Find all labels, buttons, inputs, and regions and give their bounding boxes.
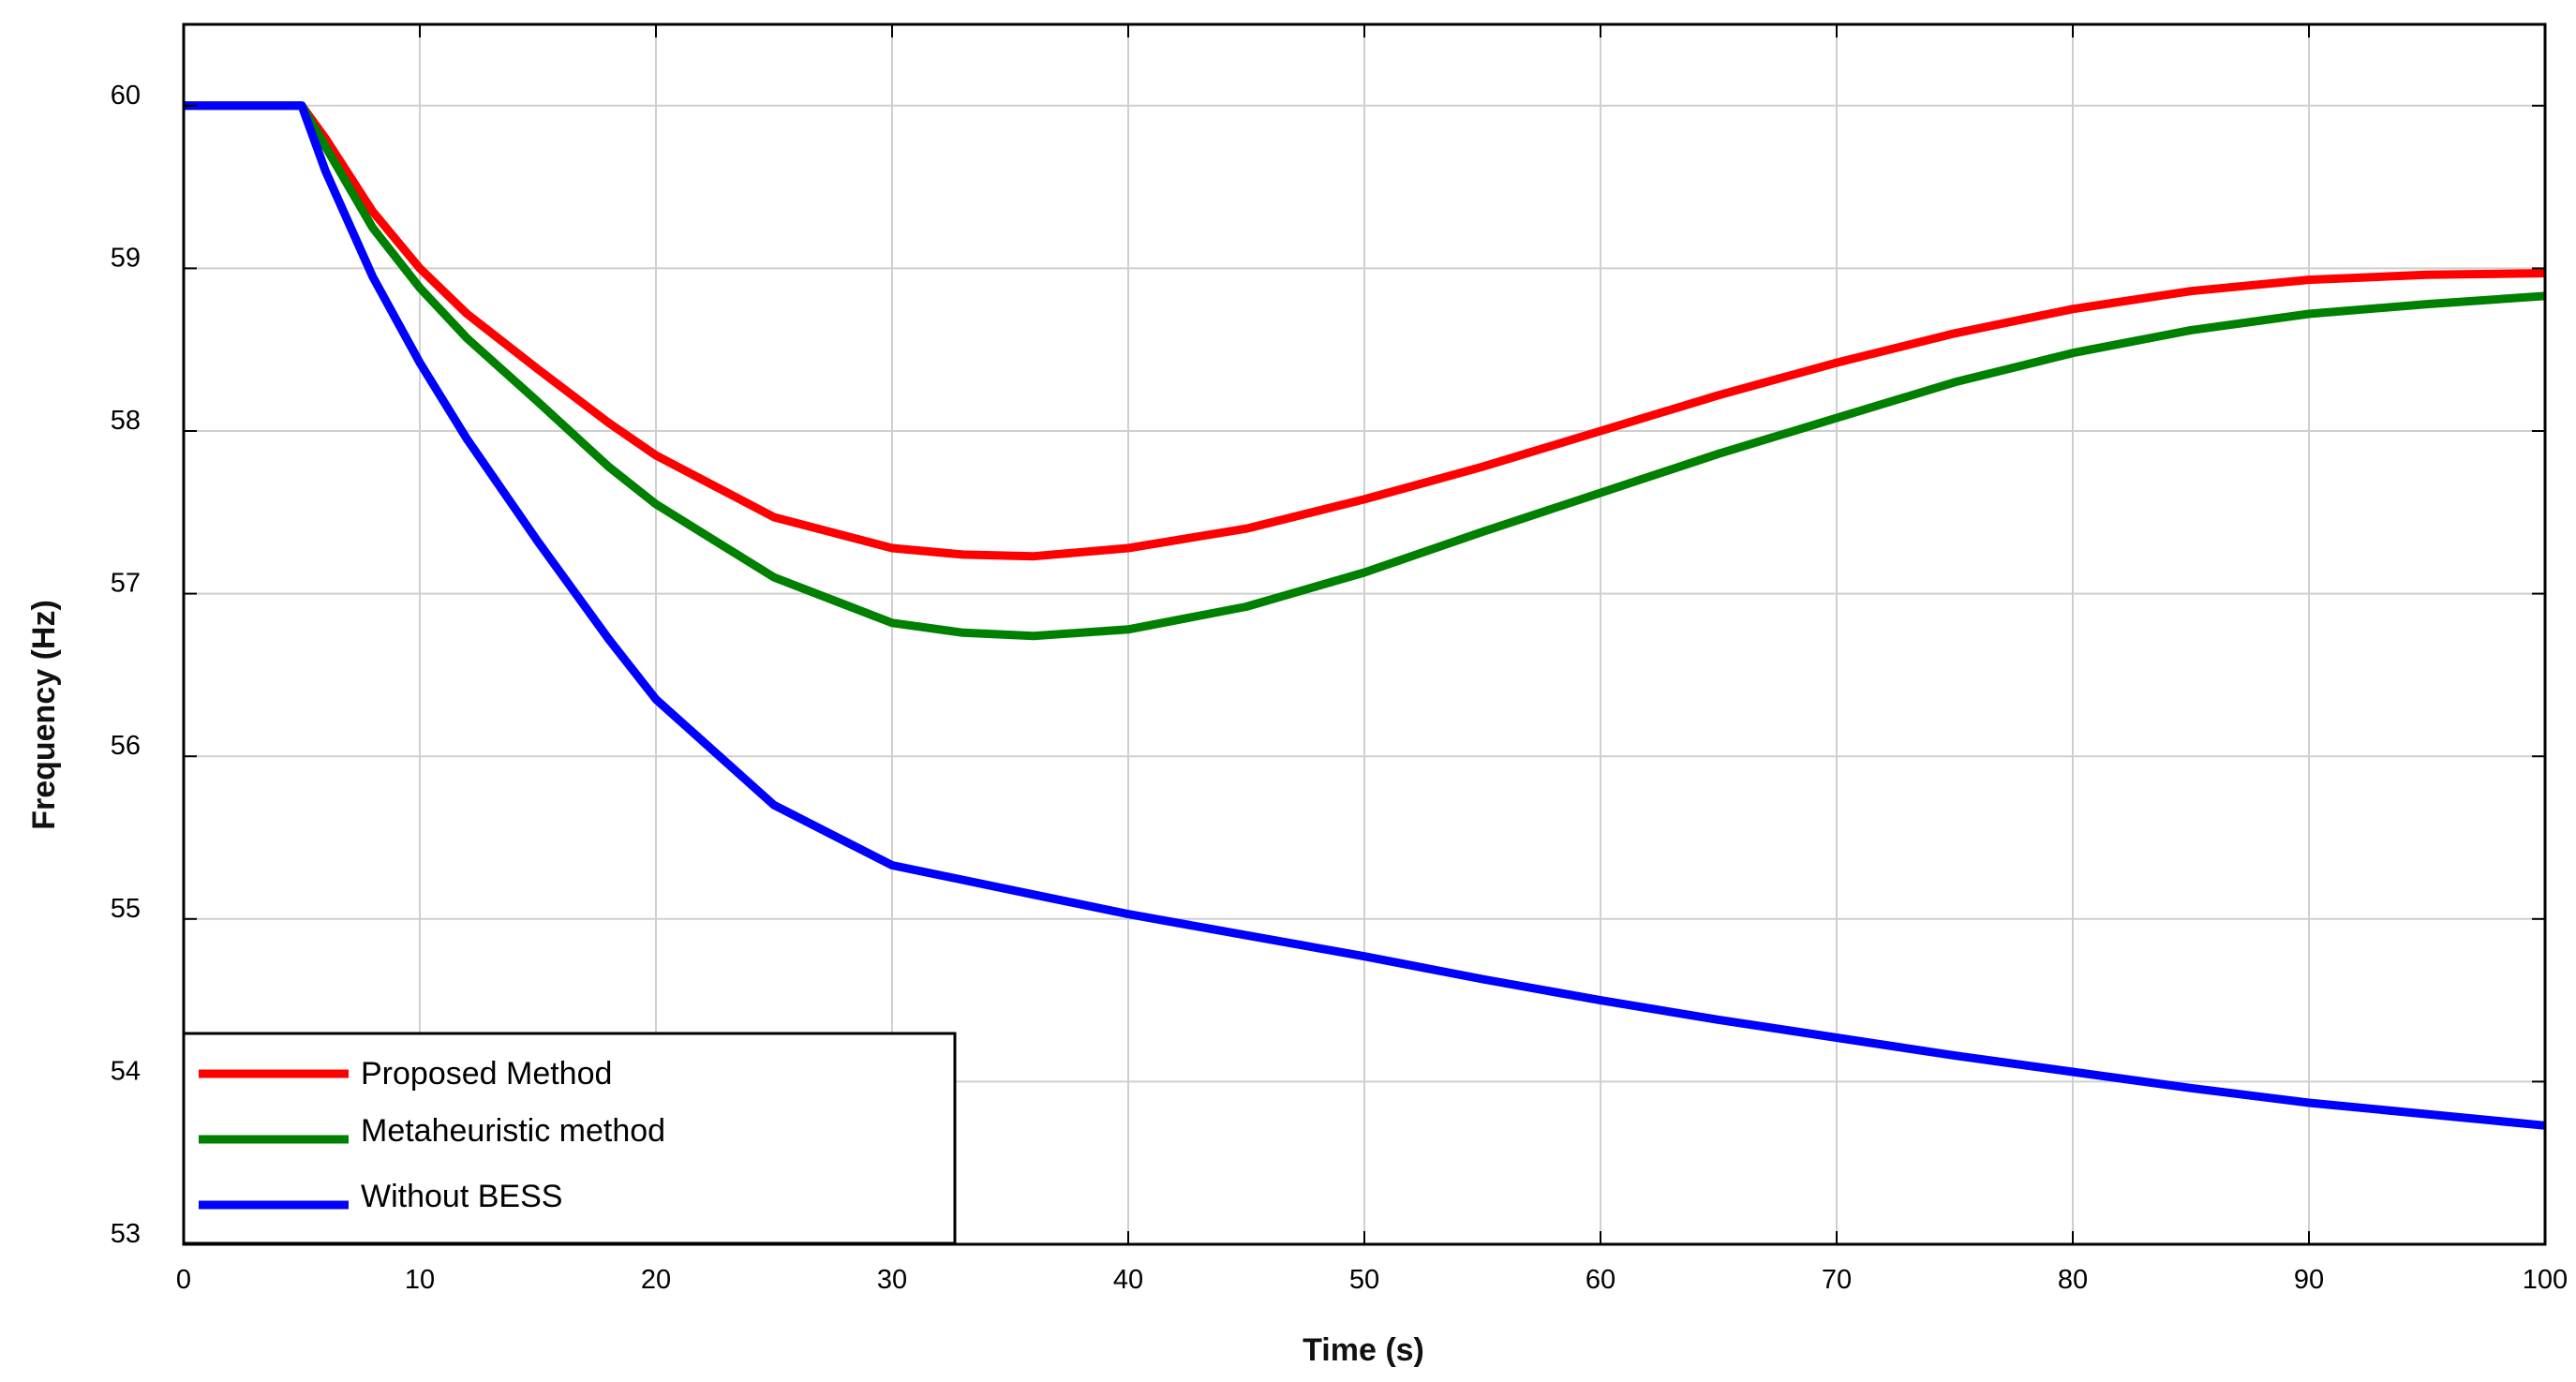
y-axis-label: Frequency (Hz) [26, 600, 62, 830]
x-tick-label: 20 [641, 1265, 671, 1295]
series-layer [184, 101, 2546, 1130]
legend-label-without-bess: Without BESS [361, 1179, 562, 1214]
legend-label-proposed: Proposed Method [361, 1056, 612, 1092]
legend-label-metaheuristic: Metaheuristic method [361, 1113, 665, 1149]
y-tick-label: 58 [111, 406, 141, 436]
x-tick-label: 90 [2294, 1265, 2324, 1295]
y-tick-label: 57 [111, 569, 141, 599]
tick-labels: 0 10 20 30 40 50 60 70 80 90 100 53 54 55 56 57 58 59 60 [111, 81, 2568, 1295]
x-tick-label: 0 [176, 1265, 191, 1295]
x-axis-label: Time (s) [1303, 1332, 1424, 1368]
x-tick-label: 10 [405, 1265, 435, 1295]
y-tick-label: 55 [111, 894, 141, 924]
x-tick-label: 60 [1586, 1265, 1616, 1295]
x-tick-label: 70 [1822, 1265, 1852, 1295]
x-tick-label: 40 [1113, 1265, 1143, 1295]
y-tick-label: 53 [111, 1219, 141, 1249]
series-line-2 [184, 101, 2546, 1130]
series-line-0 [184, 101, 2546, 561]
x-tick-label: 30 [877, 1265, 907, 1295]
legend: Proposed Method Metaheuristic method Wit… [182, 1032, 957, 1245]
y-tick-label: 56 [111, 731, 141, 761]
y-tick-label: 59 [111, 243, 141, 273]
x-tick-label: 50 [1349, 1265, 1379, 1295]
x-tick-label: 80 [2058, 1265, 2088, 1295]
series-line-1 [184, 101, 2546, 641]
y-tick-label: 54 [111, 1056, 141, 1086]
y-tick-label: 60 [111, 81, 141, 111]
x-tick-label: 100 [2523, 1265, 2568, 1295]
